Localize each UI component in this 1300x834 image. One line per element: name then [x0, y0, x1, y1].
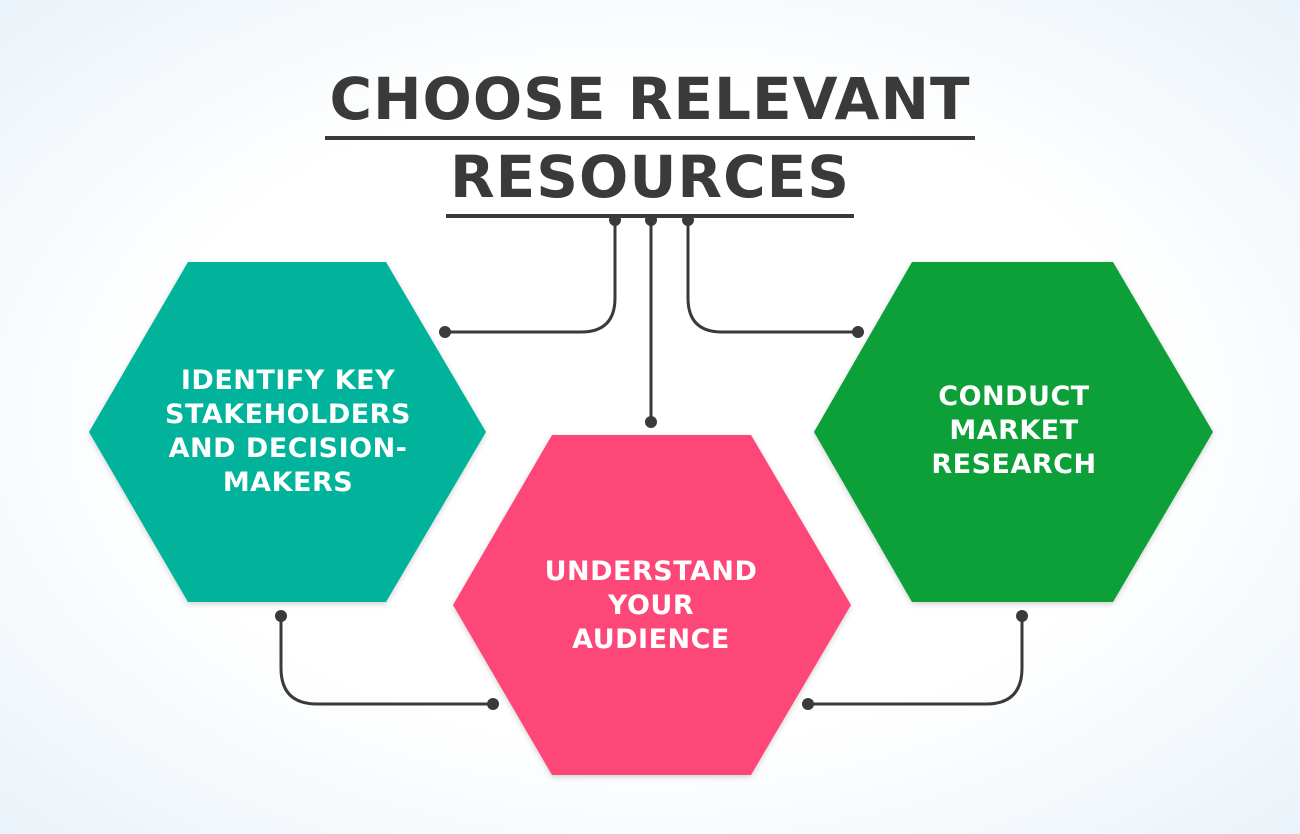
connector-title-to-identify: [443, 218, 617, 334]
dot: [439, 326, 451, 338]
label-line: AND DECISION-: [168, 433, 408, 464]
dot: [1016, 610, 1028, 622]
title-line-1: CHOOSE RELEVANT: [0, 64, 1300, 140]
connector-dots: [275, 214, 1028, 710]
label-line: RESEARCH: [931, 449, 1097, 480]
dot: [852, 326, 864, 338]
title-text-1: CHOOSE RELEVANT: [325, 64, 975, 140]
label-line: AUDIENCE: [572, 624, 730, 655]
hexagon-understand: [453, 435, 851, 775]
label-identify: IDENTIFY KEY STAKEHOLDERS AND DECISION- MAK…: [138, 364, 438, 500]
connector-title-to-conduct: [686, 218, 860, 334]
label-conduct: CONDUCT MARKET RESEARCH: [864, 380, 1164, 482]
title-line-2: RESOURCES: [0, 142, 1300, 218]
title-text-2: RESOURCES: [445, 142, 855, 218]
dot: [275, 610, 287, 622]
label-line: IDENTIFY KEY: [180, 365, 396, 396]
connector-conduct-to-understand: [806, 614, 1024, 706]
label-line: MAKERS: [222, 467, 354, 498]
label-line: CONDUCT: [938, 381, 1090, 412]
label-line: MARKET: [949, 415, 1079, 446]
dot: [645, 416, 657, 428]
hexagon-identify: [89, 262, 486, 602]
dot: [682, 214, 694, 226]
label-understand: UNDERSTAND YOUR AUDIENCE: [501, 555, 801, 657]
hexagon-conduct: [814, 262, 1213, 602]
label-line: UNDERSTAND: [544, 556, 758, 587]
dot: [802, 698, 814, 710]
dot: [645, 214, 657, 226]
dot: [609, 214, 621, 226]
dot: [487, 698, 499, 710]
label-line: YOUR: [607, 590, 695, 621]
connectors: [279, 218, 1024, 706]
connector-identify-to-understand: [279, 614, 495, 706]
label-line: STAKEHOLDERS: [165, 399, 411, 430]
